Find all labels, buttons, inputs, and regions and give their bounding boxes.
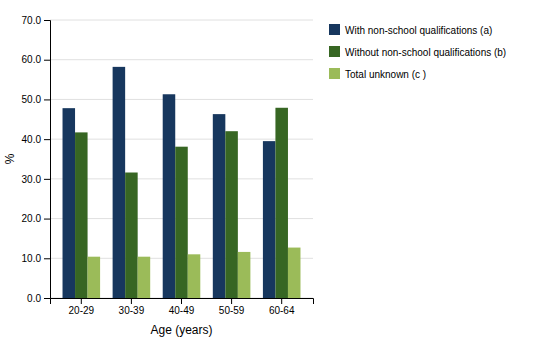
tick-mark — [44, 219, 50, 220]
grid-line — [50, 20, 313, 21]
bar — [75, 132, 88, 298]
tick-label: 40-49 — [169, 305, 195, 316]
legend-label: Without non-school qualifications (b) — [345, 47, 506, 58]
bar — [113, 67, 126, 298]
plot: 0.0 10.0 20.0 30.0 40.0 50.0 60.0 70.0 20-29 30-3… — [22, 15, 314, 316]
y-axis: 0.0 10.0 20.0 30.0 40.0 50.0 60.0 70.0 — [22, 15, 51, 304]
tick: 40-49 — [169, 298, 195, 316]
tick: 30.0 — [22, 174, 50, 185]
y-axis-title: % — [3, 153, 17, 164]
tick: 20-29 — [69, 298, 95, 316]
tick: 60.0 — [22, 54, 50, 65]
bar — [188, 254, 201, 298]
bar — [88, 257, 101, 298]
bar — [163, 94, 176, 298]
legend-item: Total unknown (c ) — [329, 68, 426, 80]
tick-mark — [131, 298, 132, 304]
x-axis-title: Age (years) — [150, 323, 212, 337]
tick-mark — [44, 60, 50, 61]
bar — [238, 252, 251, 298]
axis-line — [51, 299, 314, 305]
bar-series — [63, 67, 276, 298]
legend-swatch — [329, 24, 340, 35]
bar — [288, 248, 301, 298]
tick-mark — [44, 99, 50, 100]
tick-label: 60-64 — [269, 305, 295, 316]
tick-label: 30.0 — [22, 174, 42, 185]
tick-label: 20.0 — [22, 213, 42, 224]
bar — [225, 131, 238, 298]
bar — [63, 108, 76, 298]
tick: 0.0 — [27, 293, 50, 304]
grid — [50, 20, 313, 298]
x-axis: 20-29 30-39 40-49 50-59 60-64 — [51, 298, 314, 316]
tick: 70.0 — [22, 15, 50, 26]
bar — [125, 173, 138, 298]
bar — [263, 141, 276, 298]
legend-swatch — [329, 46, 340, 57]
tick-label: 50.0 — [22, 94, 42, 105]
grid-line — [50, 99, 313, 100]
legend-swatch — [329, 68, 340, 79]
bar — [213, 114, 226, 298]
tick: 50-59 — [219, 298, 245, 316]
tick-label: 70.0 — [22, 15, 42, 26]
tick-mark — [44, 298, 50, 299]
legend-item: Without non-school qualifications (b) — [329, 46, 506, 58]
legend-label: Total unknown (c ) — [345, 69, 426, 80]
tick-mark — [181, 298, 182, 304]
bar-series — [75, 108, 288, 298]
tick-label: 50-59 — [219, 305, 245, 316]
tick-mark — [44, 179, 50, 180]
tick-label: 0.0 — [27, 293, 41, 304]
bar — [138, 257, 151, 298]
grid-line — [50, 59, 313, 60]
tick: 50.0 — [22, 94, 50, 105]
tick-label: 30-39 — [119, 305, 145, 316]
legend-item: With non-school qualifications (a) — [329, 24, 492, 36]
legend-label: With non-school qualifications (a) — [345, 25, 492, 36]
chart: 0.0 10.0 20.0 30.0 40.0 50.0 60.0 70.0 20-29 30-3… — [0, 0, 548, 342]
tick-mark — [44, 139, 50, 140]
bars — [63, 67, 301, 298]
tick-mark — [231, 298, 232, 304]
tick: 30-39 — [119, 298, 145, 316]
bar-series — [88, 248, 301, 298]
tick: 20.0 — [22, 213, 50, 224]
axis-line — [44, 21, 51, 299]
bar — [175, 147, 188, 298]
tick-mark — [281, 298, 282, 304]
tick-label: 20-29 — [69, 305, 95, 316]
legend: With non-school qualifications (a) Withou… — [329, 24, 506, 80]
tick-mark — [44, 258, 50, 259]
tick: 10.0 — [22, 253, 50, 264]
grid-line — [50, 139, 313, 140]
tick-mark — [81, 298, 82, 304]
tick-label: 60.0 — [22, 54, 42, 65]
tick-label: 40.0 — [22, 134, 42, 145]
bar — [275, 108, 288, 298]
tick: 60-64 — [269, 298, 295, 316]
tick: 40.0 — [22, 134, 50, 145]
tick-label: 10.0 — [22, 253, 42, 264]
tick-mark — [44, 20, 50, 21]
